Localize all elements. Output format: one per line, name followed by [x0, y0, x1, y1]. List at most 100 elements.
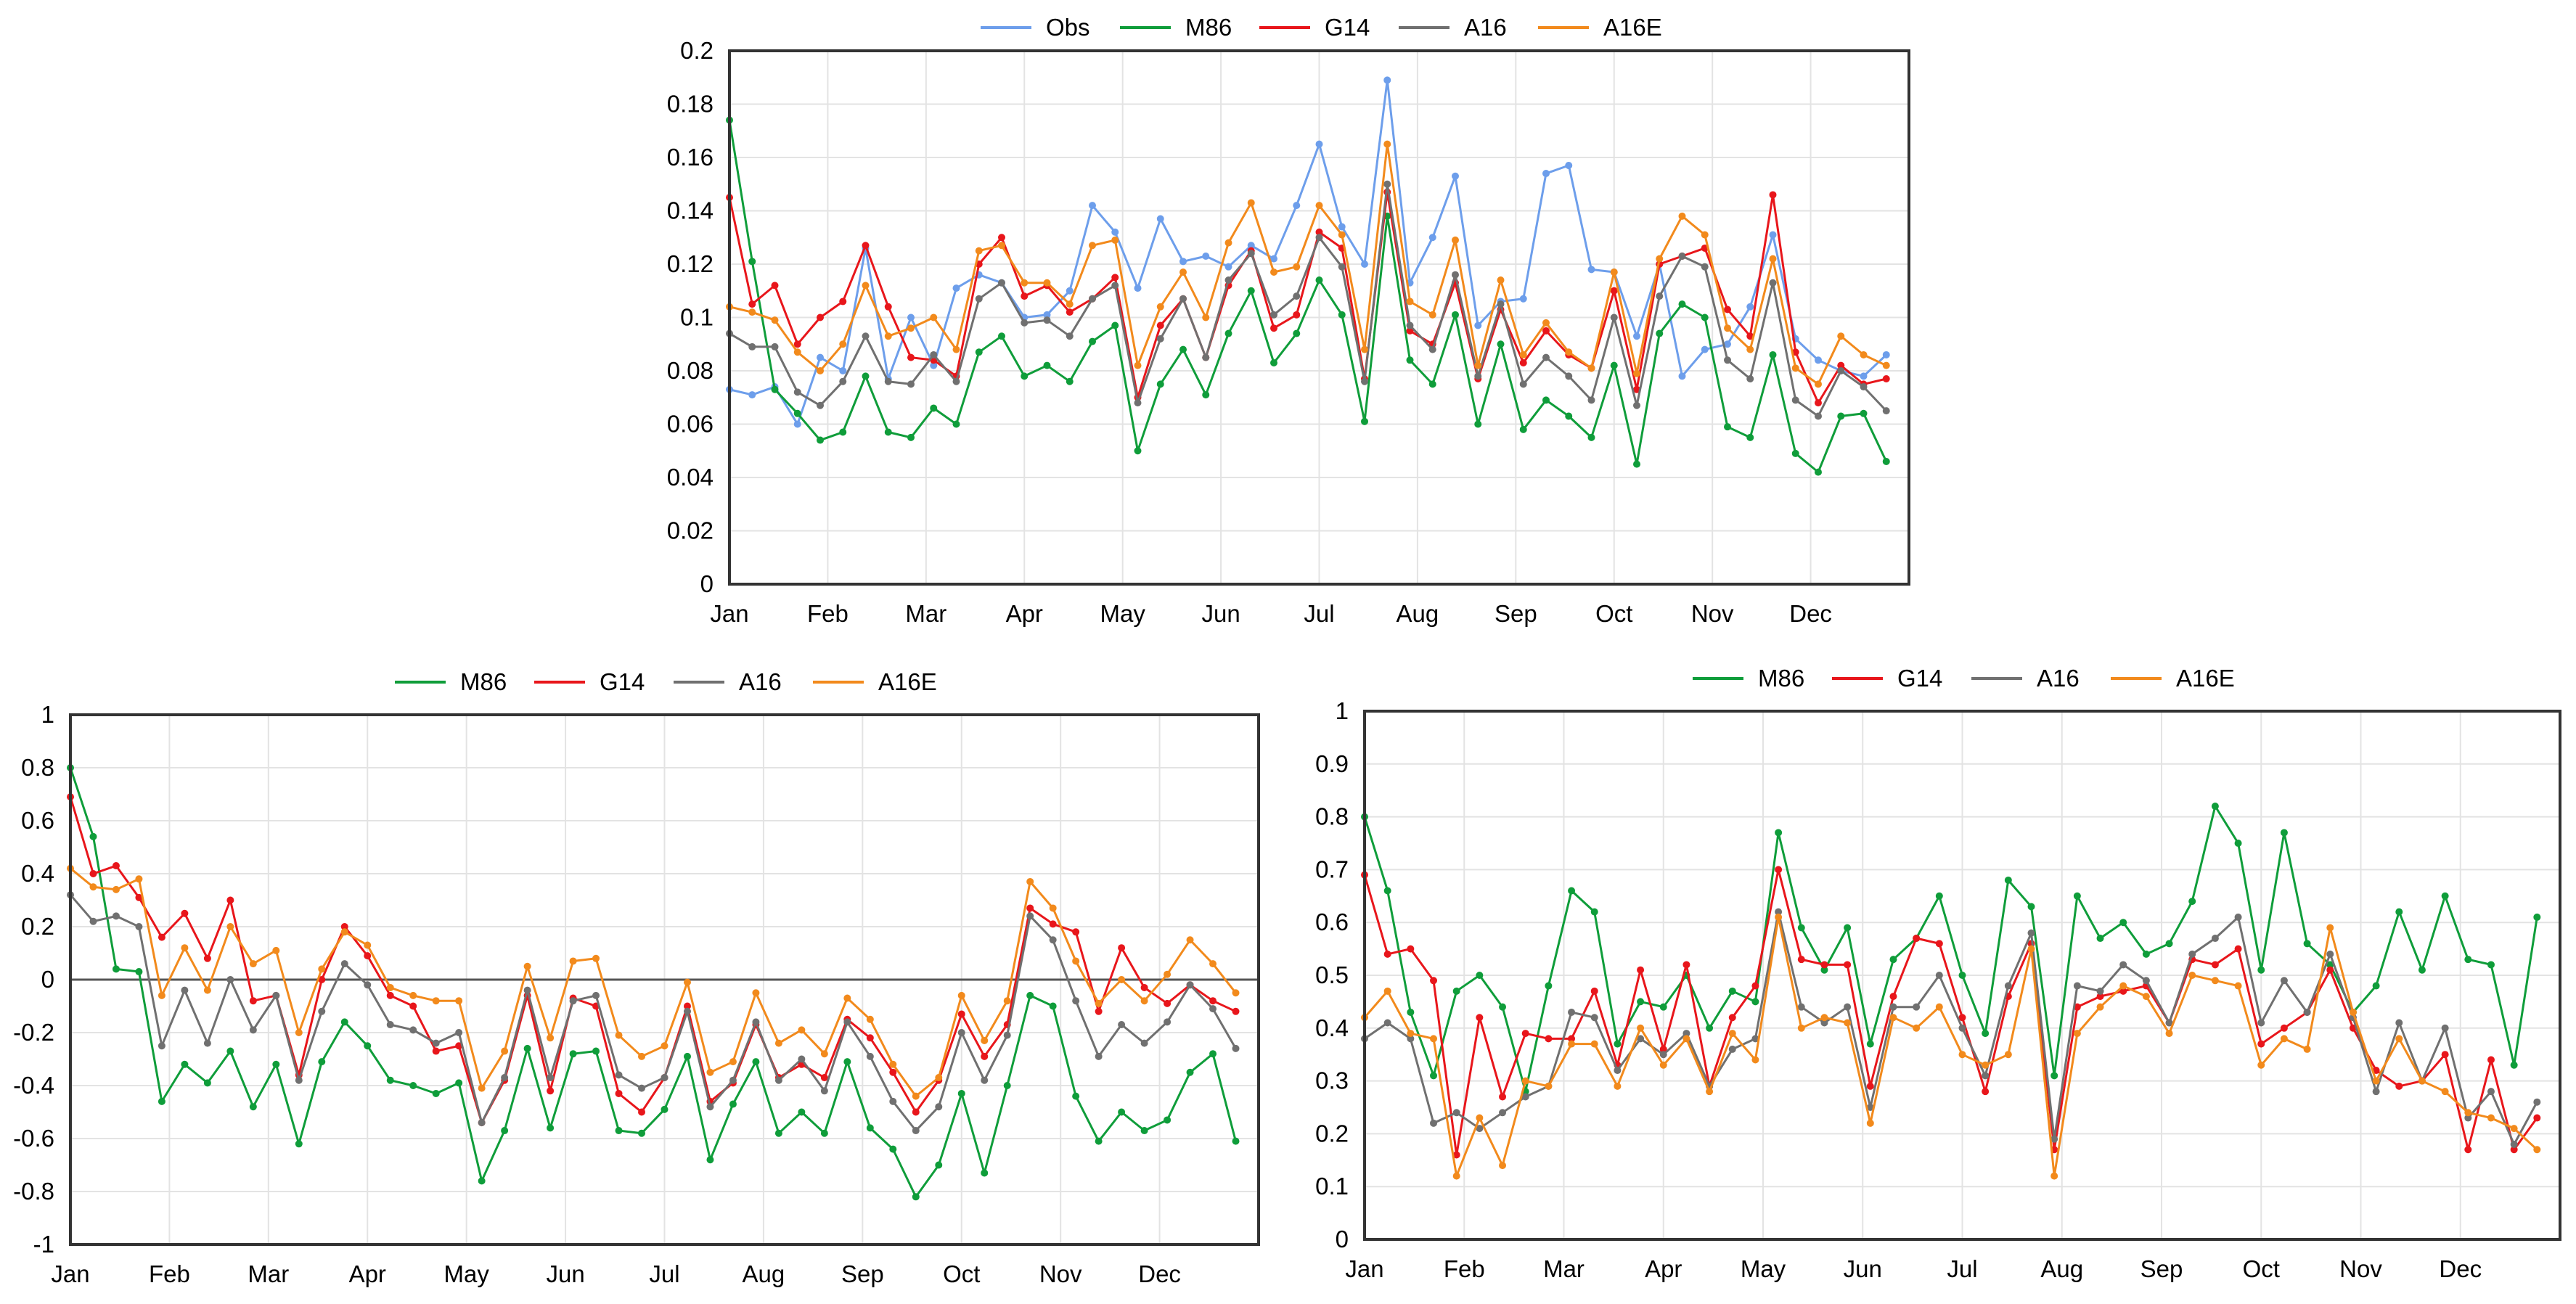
data-point — [1383, 76, 1391, 84]
data-point — [569, 957, 577, 965]
data-point — [1202, 353, 1210, 361]
data-point — [432, 1089, 440, 1097]
data-point — [771, 385, 779, 393]
data-point — [2464, 1146, 2472, 1154]
data-point — [181, 1060, 189, 1068]
data-point — [203, 1039, 211, 1047]
x-tick-label: May — [443, 1260, 489, 1287]
legend-label-a16: A16 — [739, 668, 782, 695]
y-tick-label: 0.02 — [667, 517, 713, 544]
data-point — [272, 991, 280, 999]
data-point — [569, 997, 577, 1005]
data-point — [295, 1140, 303, 1148]
data-point — [2533, 913, 2541, 921]
data-point — [1179, 295, 1187, 303]
data-point — [912, 1092, 920, 1100]
data-point — [866, 1015, 874, 1023]
data-point — [1958, 1051, 1966, 1059]
data-point — [615, 1031, 623, 1039]
data-point — [1519, 380, 1527, 388]
data-point — [1293, 292, 1301, 300]
data-point — [1545, 1082, 1553, 1090]
data-point — [884, 377, 892, 385]
data-point — [1089, 337, 1096, 345]
data-point — [1958, 1014, 1966, 1022]
data-point — [683, 978, 691, 986]
data-point — [1614, 1067, 1622, 1075]
data-point — [340, 960, 348, 968]
data-point — [2119, 987, 2127, 995]
data-point — [295, 1076, 303, 1084]
data-point — [112, 965, 120, 973]
data-point — [889, 1068, 897, 1076]
data-point — [1656, 292, 1664, 300]
data-point — [1590, 908, 1598, 916]
data-point — [1361, 345, 1368, 353]
data-point — [523, 1044, 531, 1052]
data-point — [907, 380, 915, 388]
data-point — [907, 353, 915, 361]
data-point — [1701, 345, 1709, 353]
data-point — [1383, 1019, 1391, 1027]
data-point — [1610, 268, 1618, 276]
chart-3: 0 0.1 0.2 0.3 0.4 0.5 0.6 0.7 0.8 0.9 1 Jan Feb Mar Ap… — [1315, 665, 2561, 1282]
series-obs — [726, 76, 1890, 428]
data-point — [2303, 1008, 2311, 1016]
data-point — [1542, 170, 1550, 178]
data-point — [817, 353, 824, 361]
legend-label-a16e: A16E — [1603, 14, 1662, 41]
data-point — [952, 377, 960, 385]
chart-1: 0 0.02 0.04 0.06 0.08 0.1 0.12 0.14 0.16 0.18 0.2 J… — [667, 14, 1910, 627]
data-point — [748, 391, 756, 399]
legend-label-g14: G14 — [1325, 14, 1370, 41]
data-point — [409, 1082, 417, 1089]
data-point — [1706, 1024, 1714, 1032]
data-point — [1633, 332, 1640, 340]
data-point — [2234, 840, 2242, 847]
data-point — [1066, 300, 1074, 308]
data-point — [1406, 321, 1414, 329]
data-point — [2464, 956, 2472, 964]
chart-2: -1 -0.8 -0.6 -0.4 -0.2 0 0.2 0.4 0.6 0.8 1 Jan Feb Ma… — [13, 668, 1260, 1287]
data-point — [884, 332, 892, 340]
data-point — [1164, 999, 1172, 1007]
data-point — [112, 862, 120, 870]
x-tick-label: Apr — [349, 1260, 386, 1287]
data-point — [1637, 1035, 1645, 1043]
data-point — [638, 1108, 646, 1116]
data-point — [1610, 361, 1618, 369]
x-tick-label: Dec — [2439, 1255, 2482, 1282]
data-point — [1140, 997, 1148, 1005]
y-tick-label: 0.1 — [1315, 1173, 1349, 1200]
data-point — [1186, 936, 1194, 944]
data-point — [1521, 1093, 1529, 1101]
data-point — [547, 1124, 555, 1132]
data-point — [1202, 391, 1210, 399]
x-tick-label: Mar — [248, 1260, 289, 1287]
y-tick-label: 0.16 — [667, 144, 713, 171]
data-point — [1118, 976, 1126, 983]
data-point — [793, 340, 801, 348]
data-point — [1637, 966, 1645, 974]
data-point — [2188, 972, 2196, 979]
data-point — [1179, 345, 1187, 353]
data-point — [1407, 1030, 1415, 1038]
data-point — [2464, 1109, 2472, 1117]
y-tick-label: 0 — [700, 570, 713, 597]
data-point — [1913, 1024, 1921, 1032]
legend-label-obs: Obs — [1046, 14, 1090, 41]
data-point — [1815, 399, 1822, 407]
data-point — [181, 944, 189, 952]
data-point — [729, 1100, 737, 1108]
data-point — [1860, 409, 1868, 417]
data-point — [975, 295, 983, 303]
data-point — [935, 1074, 943, 1082]
data-point — [2004, 876, 2012, 884]
data-point — [1497, 340, 1505, 348]
data-point — [1565, 372, 1573, 380]
data-point — [1860, 372, 1868, 380]
data-point — [135, 923, 143, 930]
data-point — [547, 1087, 555, 1095]
y-tick-label: 0.6 — [1315, 909, 1349, 935]
data-point — [295, 1029, 303, 1036]
